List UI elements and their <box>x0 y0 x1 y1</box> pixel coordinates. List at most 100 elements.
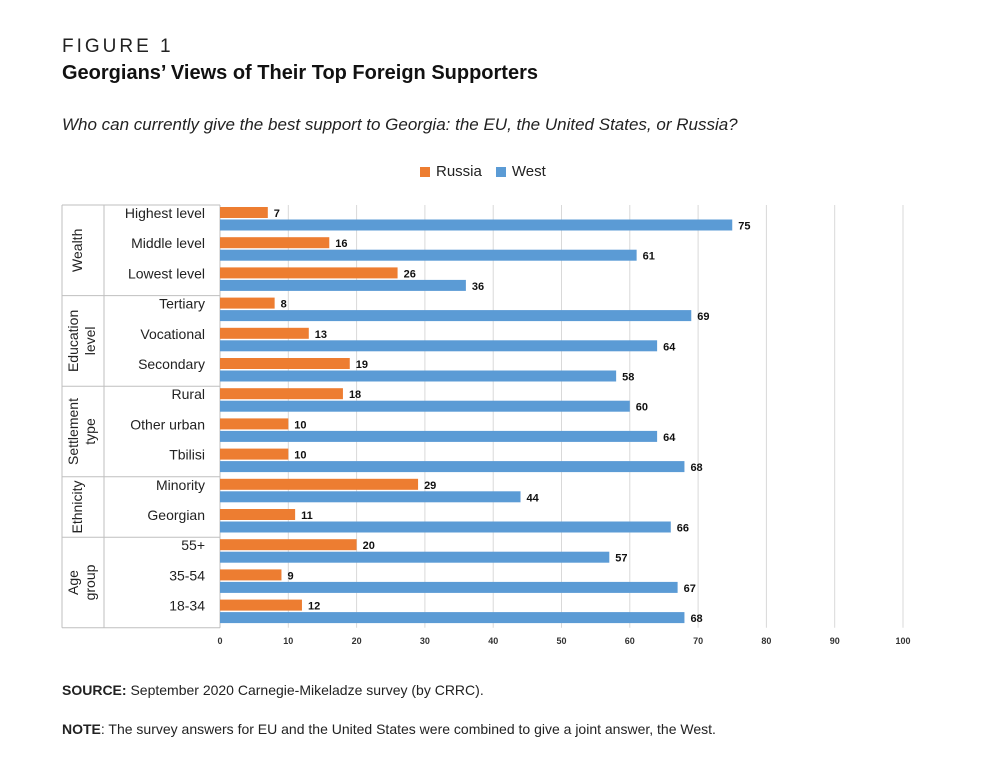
x-tick-label-40: 40 <box>488 636 498 646</box>
bar-chart: 0 10 20 30 40 50 60 70 80 90 100 Wealth Highest leve… <box>61 204 911 646</box>
bar-west-35-54 <box>220 581 678 593</box>
bar-west-55 <box>220 551 610 563</box>
data-label-russia-tbilisi: 10 <box>294 450 306 462</box>
data-label-russia-georgian: 11 <box>301 510 313 522</box>
bar-russia-georgian <box>220 509 296 520</box>
bar-west-rural <box>220 400 630 412</box>
group-label-ethnicity: Ethnicity <box>69 481 85 534</box>
legend-swatch-russia <box>420 166 430 177</box>
data-label-russia-rural: 18 <box>349 389 361 401</box>
bar-russia-tbilisi <box>220 448 289 460</box>
category-label-other-urban: Other urban <box>130 416 205 432</box>
data-label-west-35-54: 67 <box>684 583 696 595</box>
data-label-russia-vocational: 13 <box>315 329 327 341</box>
category-label-middle-level: Middle level <box>131 235 205 251</box>
bar-west-tbilisi <box>220 461 685 473</box>
data-label-west-vocational: 64 <box>663 341 676 353</box>
data-label-russia-other-urban: 10 <box>294 419 306 431</box>
data-label-west-minority: 44 <box>527 492 540 504</box>
x-tick-label-50: 50 <box>556 636 566 646</box>
group-label-wealth: Wealth <box>69 229 85 272</box>
data-label-west-other-urban: 64 <box>663 432 676 444</box>
group-label-education-level: Educationlevel <box>65 310 98 372</box>
legend-swatch-west <box>495 166 506 177</box>
bar-russia-18-34 <box>220 599 302 611</box>
survey-note: NOTE: The survey answers for EU and the … <box>62 721 716 737</box>
category-label-rural: Rural <box>172 386 205 402</box>
data-label-russia-secondary: 19 <box>356 359 368 371</box>
note-label: NOTE <box>62 721 101 737</box>
source-text: September 2020 Carnegie-Mikeladze survey… <box>126 682 484 698</box>
data-label-russia-55: 20 <box>363 540 375 552</box>
legend-item-west: West <box>495 163 546 180</box>
bar-russia-35-54 <box>220 569 282 581</box>
bar-russia-middle-level <box>220 237 330 249</box>
bar-russia-55 <box>220 539 357 551</box>
category-label-georgian: Georgian <box>147 507 205 523</box>
legend-item-russia: Russia <box>420 163 482 180</box>
x-tick-label-30: 30 <box>420 636 430 646</box>
category-label-vocational: Vocational <box>140 326 205 342</box>
data-label-west-tbilisi: 68 <box>690 462 702 474</box>
source-label: SOURCE: <box>62 682 127 698</box>
data-label-russia-minority: 29 <box>424 480 436 492</box>
bar-russia-rural <box>220 388 343 400</box>
data-label-west-lowest-level: 36 <box>472 281 484 293</box>
legend-label-russia: Russia <box>436 163 482 180</box>
data-label-russia-lowest-level: 26 <box>404 268 416 280</box>
bar-west-lowest-level <box>220 279 466 291</box>
bar-west-other-urban <box>220 430 658 442</box>
data-label-west-tertiary: 69 <box>697 311 709 323</box>
x-tick-label-60: 60 <box>625 636 635 646</box>
bar-west-secondary <box>220 370 617 382</box>
chart-title: Georgians’ Views of Their Top Foreign Su… <box>62 62 538 84</box>
bar-west-18-34 <box>220 612 685 624</box>
category-label-18-34: 18-34 <box>169 598 205 614</box>
legend: Russia West <box>420 163 552 180</box>
bar-west-vocational <box>220 340 658 352</box>
data-label-russia-middle-level: 16 <box>335 238 347 250</box>
category-label-tertiary: Tertiary <box>159 296 205 312</box>
note-text: : The survey answers for EU and the Unit… <box>100 721 716 737</box>
bar-west-highest-level <box>220 219 733 231</box>
x-tick-label-10: 10 <box>283 636 293 646</box>
category-label-highest-level: Highest level <box>125 205 205 221</box>
category-label-tbilisi: Tbilisi <box>169 447 205 463</box>
bar-russia-lowest-level <box>220 267 398 279</box>
data-label-west-georgian: 66 <box>677 523 689 535</box>
x-tick-label-80: 80 <box>761 636 771 646</box>
category-label-35-54: 35-54 <box>169 567 205 583</box>
bar-west-georgian <box>220 521 671 533</box>
legend-label-west: West <box>511 163 546 180</box>
bar-russia-other-urban <box>220 418 289 430</box>
data-label-west-55: 57 <box>615 553 627 565</box>
category-label-secondary: Secondary <box>138 356 205 372</box>
bar-russia-secondary <box>220 358 350 369</box>
group-label-settlement-type: Settlementtype <box>65 398 98 465</box>
data-label-west-18-34: 68 <box>690 613 702 625</box>
bar-west-minority <box>220 491 521 503</box>
data-label-west-middle-level: 61 <box>643 251 655 263</box>
category-label-lowest-level: Lowest level <box>128 265 205 281</box>
category-label-minority: Minority <box>156 477 205 493</box>
data-label-west-highest-level: 75 <box>738 221 750 233</box>
figure-label: FIGURE 1 <box>62 36 174 57</box>
data-label-russia-highest-level: 7 <box>274 208 280 220</box>
bar-russia-tertiary <box>220 297 275 309</box>
data-label-russia-18-34: 12 <box>308 601 320 613</box>
x-tick-label-100: 100 <box>895 636 910 646</box>
data-label-west-secondary: 58 <box>622 372 634 384</box>
bar-russia-highest-level <box>220 207 268 218</box>
source-note: SOURCE: September 2020 Carnegie-Mikeladz… <box>62 682 484 698</box>
bar-west-middle-level <box>220 249 637 261</box>
data-label-russia-tertiary: 8 <box>281 299 287 311</box>
chart-subtitle: Who can currently give the best support … <box>62 115 738 134</box>
bar-west-tertiary <box>220 310 692 322</box>
bar-russia-vocational <box>220 327 309 339</box>
bar-russia-minority <box>220 478 419 490</box>
x-tick-label-0: 0 <box>217 636 222 646</box>
data-label-west-rural: 60 <box>636 402 648 414</box>
x-tick-label-70: 70 <box>693 636 703 646</box>
data-label-russia-35-54: 9 <box>287 570 293 582</box>
x-tick-label-90: 90 <box>830 636 840 646</box>
